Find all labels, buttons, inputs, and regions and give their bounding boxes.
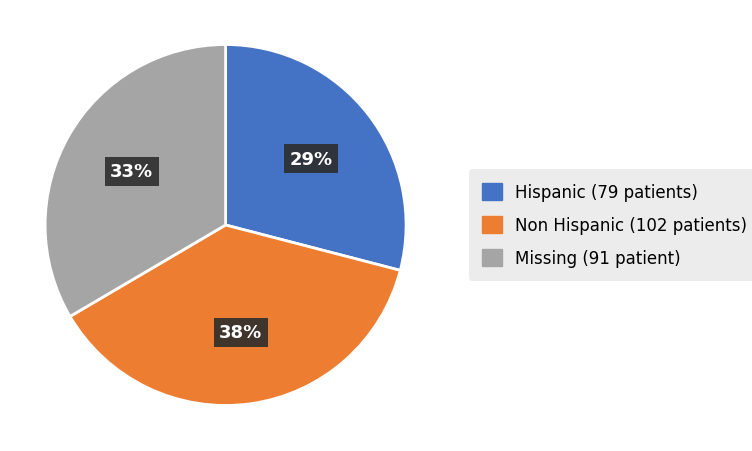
Wedge shape — [70, 226, 400, 405]
Text: 33%: 33% — [110, 163, 153, 181]
Legend: Hispanic (79 patients), Non Hispanic (102 patients), Missing (91 patient): Hispanic (79 patients), Non Hispanic (10… — [468, 170, 752, 281]
Text: 29%: 29% — [290, 151, 333, 168]
Wedge shape — [45, 46, 226, 317]
Wedge shape — [226, 46, 406, 271]
Text: 38%: 38% — [219, 323, 262, 341]
